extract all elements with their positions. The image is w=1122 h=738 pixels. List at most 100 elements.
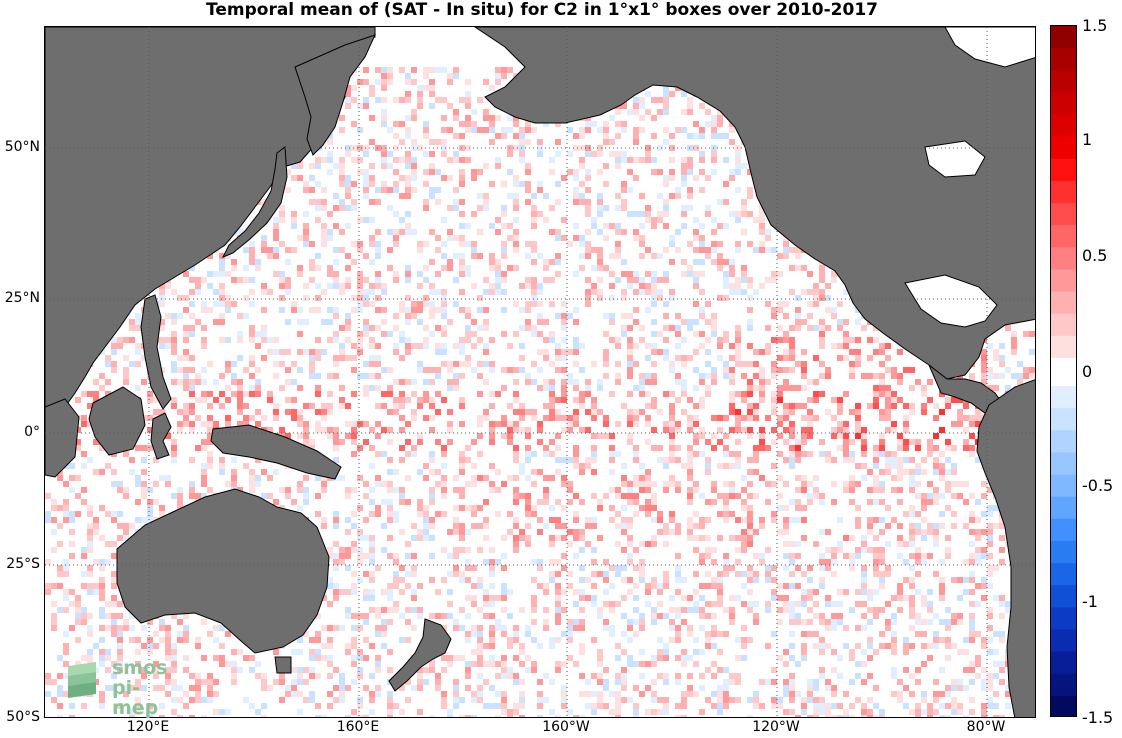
anomaly-cell [633, 415, 639, 421]
anomaly-cell [717, 241, 723, 247]
anomaly-cell [315, 511, 321, 517]
anomaly-cell [795, 445, 801, 451]
anomaly-cell [789, 541, 795, 547]
anomaly-cell [177, 487, 183, 493]
anomaly-cell [399, 397, 405, 403]
anomaly-cell [537, 385, 543, 391]
anomaly-cell [417, 433, 423, 439]
anomaly-cell [57, 541, 63, 547]
anomaly-cell [1017, 379, 1023, 385]
anomaly-cell [543, 403, 549, 409]
anomaly-cell [645, 283, 651, 289]
anomaly-cell [789, 451, 795, 457]
anomaly-cell [597, 169, 603, 175]
anomaly-cell [975, 559, 981, 565]
anomaly-cell [975, 535, 981, 541]
anomaly-cell [711, 127, 717, 133]
anomaly-cell [681, 337, 687, 343]
anomaly-cell [897, 487, 903, 493]
anomaly-cell [783, 409, 789, 415]
anomaly-cell [615, 487, 621, 493]
anomaly-cell [585, 541, 591, 547]
anomaly-cell [333, 205, 339, 211]
anomaly-cell [315, 475, 321, 481]
anomaly-cell [489, 433, 495, 439]
anomaly-cell [921, 559, 927, 565]
anomaly-cell [285, 277, 291, 283]
anomaly-cell [405, 211, 411, 217]
anomaly-cell [573, 463, 579, 469]
anomaly-cell [279, 211, 285, 217]
anomaly-cell [297, 433, 303, 439]
anomaly-cell [195, 379, 201, 385]
anomaly-cell [183, 403, 189, 409]
anomaly-cell [87, 547, 93, 553]
anomaly-cell [579, 535, 585, 541]
anomaly-cell [585, 379, 591, 385]
anomaly-cell [411, 175, 417, 181]
anomaly-cell [969, 451, 975, 457]
anomaly-cell [705, 121, 711, 127]
anomaly-cell [183, 349, 189, 355]
anomaly-cell [483, 193, 489, 199]
anomaly-cell [525, 241, 531, 247]
anomaly-cell [987, 529, 993, 535]
anomaly-cell [771, 463, 777, 469]
anomaly-cell [717, 343, 723, 349]
anomaly-cell [525, 433, 531, 439]
anomaly-cell [621, 331, 627, 337]
anomaly-cell [525, 499, 531, 505]
anomaly-cell [189, 487, 195, 493]
anomaly-cell [465, 157, 471, 163]
anomaly-cell [627, 487, 633, 493]
anomaly-cell [381, 181, 387, 187]
anomaly-cell [339, 349, 345, 355]
anomaly-cell [945, 553, 951, 559]
anomaly-cell [513, 265, 519, 271]
anomaly-cell [999, 343, 1005, 349]
anomaly-cell [159, 325, 165, 331]
anomaly-cell [207, 439, 213, 445]
anomaly-cell [783, 355, 789, 361]
anomaly-cell [591, 403, 597, 409]
anomaly-cell [327, 133, 333, 139]
anomaly-cell [591, 433, 597, 439]
anomaly-cell [477, 361, 483, 367]
anomaly-cell [375, 79, 381, 85]
anomaly-cell [831, 481, 837, 487]
anomaly-cell [615, 337, 621, 343]
anomaly-cell [255, 367, 261, 373]
anomaly-cell [549, 397, 555, 403]
anomaly-cell [639, 481, 645, 487]
anomaly-cell [537, 421, 543, 427]
anomaly-cell [339, 355, 345, 361]
anomaly-cell [267, 289, 273, 295]
anomaly-cell [273, 271, 279, 277]
anomaly-cell [219, 463, 225, 469]
anomaly-cell [1035, 91, 1036, 97]
anomaly-cell [981, 547, 987, 553]
anomaly-cell [909, 565, 915, 571]
anomaly-cell [381, 319, 387, 325]
anomaly-cell [357, 289, 363, 295]
anomaly-cell [321, 427, 327, 433]
anomaly-cell [375, 241, 381, 247]
anomaly-cell [393, 229, 399, 235]
anomaly-cell [375, 199, 381, 205]
anomaly-cell [369, 241, 375, 247]
anomaly-cell [513, 499, 519, 505]
anomaly-cell [297, 319, 303, 325]
anomaly-cell [819, 493, 825, 499]
anomaly-cell [417, 367, 423, 373]
anomaly-cell [645, 541, 651, 547]
anomaly-cell [753, 553, 759, 559]
anomaly-cell [1035, 343, 1036, 349]
anomaly-cell [183, 325, 189, 331]
anomaly-cell [753, 403, 759, 409]
anomaly-cell [369, 373, 375, 379]
anomaly-cell [633, 481, 639, 487]
anomaly-cell [165, 481, 171, 487]
anomaly-cell [255, 409, 261, 415]
anomaly-cell [1035, 85, 1036, 91]
anomaly-cell [753, 373, 759, 379]
